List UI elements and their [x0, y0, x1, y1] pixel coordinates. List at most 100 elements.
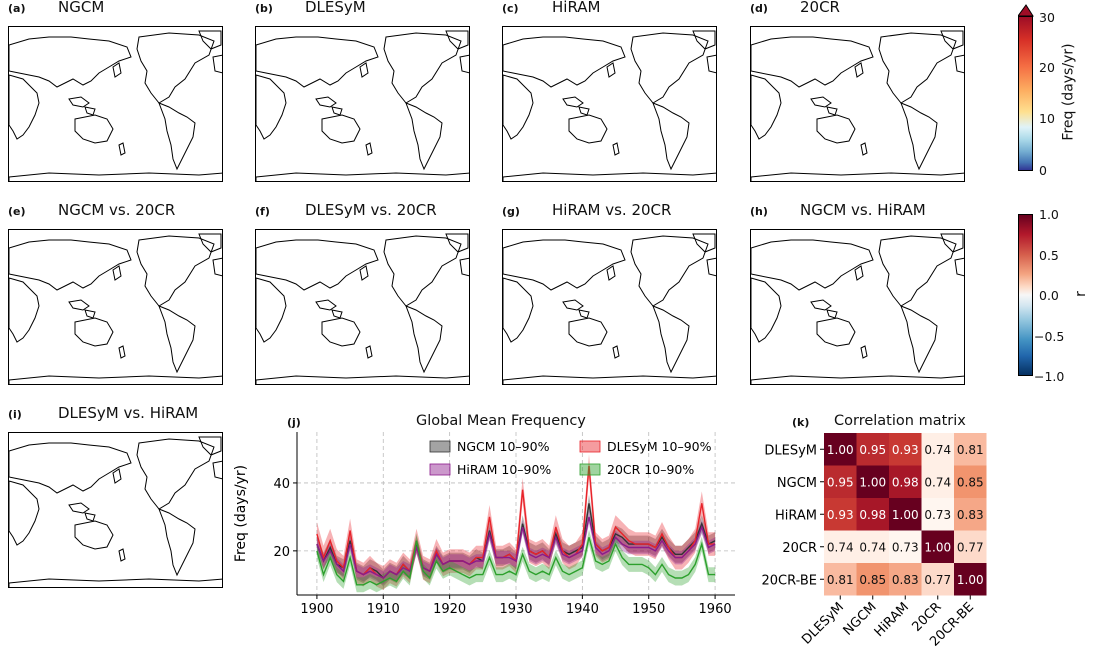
panel-k-tag: (k) — [792, 416, 810, 429]
panel-tag: (b) — [255, 2, 273, 15]
heatmap-cell — [889, 530, 922, 563]
heatmap-cell-label: 0.85 — [957, 475, 984, 489]
col-label: NGCM — [841, 600, 880, 639]
panel-tag: (g) — [502, 205, 520, 218]
heatmap-cell-label: 0.85 — [859, 573, 886, 587]
heatmap-cell-label: 0.83 — [892, 573, 919, 587]
world-map — [502, 229, 717, 385]
panel-tag: (d) — [750, 2, 768, 15]
colorbar-r-tick: −0.5 — [1034, 329, 1065, 344]
colorbar-freq-extend-arrow — [1018, 4, 1034, 17]
heatmap-cell-label: 0.73 — [892, 540, 919, 554]
panel-title: HiRAM vs. 20CR — [552, 201, 672, 219]
panel-tag: (a) — [8, 2, 26, 15]
heatmap-cell-label: 0.93 — [827, 508, 854, 522]
colorbar-r-label: r — [1072, 291, 1089, 297]
x-tick-label: 1950 — [632, 602, 665, 617]
heatmap-cell — [856, 433, 889, 466]
heatmap-cell — [824, 563, 857, 596]
world-map — [8, 26, 223, 182]
heatmap-cell — [921, 530, 954, 563]
row-label: HiRAM — [775, 508, 817, 523]
panel-tag: (e) — [8, 205, 26, 218]
heatmap-cell-label: 1.00 — [827, 443, 854, 457]
heatmap-cell — [954, 465, 987, 498]
panel-k-title: Correlation matrix — [834, 413, 966, 429]
colorbar-r-tick: 0.0 — [1039, 288, 1059, 303]
heatmap-cell — [954, 530, 987, 563]
legend-label: DLESyM 10–90% — [607, 439, 712, 454]
heatmap-cell — [954, 563, 987, 596]
colorbar-freq-tick: 20 — [1039, 60, 1055, 75]
world-map — [8, 229, 223, 385]
band-ngcm — [316, 494, 716, 587]
y-tick-label: 40 — [273, 477, 290, 492]
heatmap-cell-label: 0.74 — [924, 443, 951, 457]
heatmap-cell — [921, 498, 954, 531]
world-map — [750, 229, 965, 385]
colorbar-r-tick: 0.5 — [1039, 248, 1059, 263]
panel-tag: (f) — [255, 205, 270, 218]
heatmap-cell-label: 0.77 — [924, 573, 951, 587]
legend-swatch — [429, 463, 451, 476]
heatmap-cell — [889, 563, 922, 596]
panel-title: HiRAM — [552, 0, 601, 16]
legend-swatch — [429, 440, 451, 453]
panel-j-tag: (j) — [287, 416, 301, 429]
line-hiram — [316, 516, 716, 579]
x-tick-label: 1930 — [499, 602, 532, 617]
legend-swatch — [579, 440, 601, 453]
timeseries-chart: 1900 1910 1920 1930 1940 1950 1960 20 40 Freq (da… — [233, 432, 735, 617]
panel-title: DLESyM vs. 20CR — [305, 201, 437, 219]
colorbar-freq-tick: 0 — [1039, 163, 1047, 178]
col-label: HiRAM — [872, 600, 912, 640]
heatmap-cell — [921, 433, 954, 466]
heatmap-cell-label: 1.00 — [957, 573, 984, 587]
heatmap-cell — [824, 465, 857, 498]
heatmap-cell — [889, 433, 922, 466]
heatmap-cell-label: 1.00 — [924, 540, 951, 554]
legend-label: 20CR 10–90% — [607, 462, 694, 477]
heatmap-cell-label: 0.93 — [892, 443, 919, 457]
heatmap-cell-label: 1.00 — [859, 475, 886, 489]
heatmap-cell — [856, 563, 889, 596]
heatmap-cell-label: 0.98 — [892, 475, 919, 489]
legend-label: HiRAM 10–90% — [457, 462, 551, 477]
heatmap-cell — [856, 465, 889, 498]
colorbar-r-tick: 1.0 — [1039, 207, 1059, 222]
heatmap-cell — [889, 498, 922, 531]
panel-tag: (h) — [750, 205, 768, 218]
heatmap-cell-label: 0.95 — [859, 443, 886, 457]
world-map — [255, 26, 470, 182]
colorbar-freq-label: Freq (days/yr) — [1060, 43, 1077, 141]
panel-j-title: Global Mean Frequency — [416, 413, 586, 429]
panel-title: DLESyM vs. HiRAM — [58, 404, 199, 422]
heatmap-cell-label: 0.81 — [957, 443, 984, 457]
colorbar-r — [1018, 214, 1033, 376]
panel-title: NGCM vs. 20CR — [58, 201, 176, 219]
row-label: 20CR — [782, 541, 817, 556]
panel-title: DLESyM — [305, 0, 366, 16]
panel-title: NGCM vs. HiRAM — [800, 201, 926, 219]
line-20cr — [316, 537, 716, 586]
world-map — [255, 229, 470, 385]
heatmap-cell — [921, 563, 954, 596]
heatmap-cell — [954, 498, 987, 531]
heatmap-cell-label: 0.83 — [957, 508, 984, 522]
heatmap-cell — [824, 433, 857, 466]
heatmap-cell — [889, 465, 922, 498]
heatmap-cell-label: 0.98 — [859, 508, 886, 522]
heatmap-cell-label: 0.74 — [859, 540, 886, 554]
colorbar-freq-tick: 10 — [1039, 111, 1055, 126]
heatmap-cell-label: 0.74 — [827, 540, 854, 554]
x-tick-label: 1960 — [699, 602, 732, 617]
col-label: DLESyM — [799, 600, 847, 648]
heatmap-cell — [824, 498, 857, 531]
panel-title: NGCM — [58, 0, 105, 16]
colorbar-freq-tick: 30 — [1039, 10, 1055, 25]
world-map — [502, 26, 717, 182]
heatmap-cell — [856, 498, 889, 531]
heatmap-cell-label: 0.81 — [827, 573, 854, 587]
heatmap-cell — [921, 465, 954, 498]
row-label: 20CR-BE — [762, 573, 818, 588]
